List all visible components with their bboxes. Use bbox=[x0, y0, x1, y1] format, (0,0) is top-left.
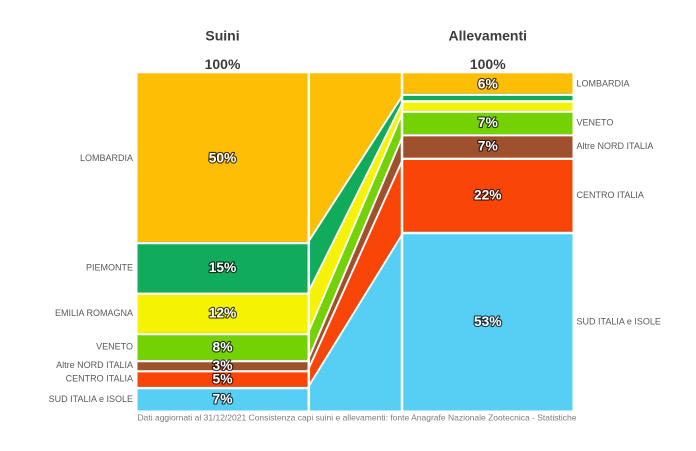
svg-text:5%: 5% bbox=[213, 371, 233, 386]
svg-text:12%: 12% bbox=[209, 306, 237, 321]
svg-text:SUD ITALIA e ISOLE: SUD ITALIA e ISOLE bbox=[49, 394, 133, 404]
svg-text:8%: 8% bbox=[213, 339, 233, 354]
svg-text:Altre NORD ITALIA: Altre NORD ITALIA bbox=[577, 141, 654, 151]
svg-text:7%: 7% bbox=[213, 392, 233, 407]
svg-text:Dati aggiornati al 31/12/2021: Dati aggiornati al 31/12/2021 Consistenz… bbox=[138, 413, 577, 423]
svg-text:100%: 100% bbox=[470, 56, 506, 72]
svg-text:7%: 7% bbox=[478, 139, 498, 154]
svg-text:7%: 7% bbox=[478, 115, 498, 130]
svg-text:CENTRO ITALIA: CENTRO ITALIA bbox=[577, 190, 644, 200]
svg-text:53%: 53% bbox=[474, 314, 502, 329]
svg-text:LOMBARDIA: LOMBARDIA bbox=[577, 79, 630, 89]
svg-text:6%: 6% bbox=[478, 76, 498, 91]
svg-text:22%: 22% bbox=[474, 188, 502, 203]
svg-text:EMILIA ROMAGNA: EMILIA ROMAGNA bbox=[55, 308, 133, 318]
svg-text:15%: 15% bbox=[209, 260, 237, 275]
svg-text:VENETO: VENETO bbox=[96, 342, 133, 352]
svg-text:50%: 50% bbox=[209, 151, 237, 166]
svg-text:Suini: Suini bbox=[205, 28, 239, 44]
svg-text:3%: 3% bbox=[213, 358, 233, 373]
svg-text:Allevamenti: Allevamenti bbox=[448, 28, 527, 44]
svg-text:Altre NORD ITALIA: Altre NORD ITALIA bbox=[56, 360, 133, 370]
svg-text:VENETO: VENETO bbox=[577, 117, 614, 127]
svg-text:LOMBARDIA: LOMBARDIA bbox=[80, 153, 133, 163]
svg-text:SUD ITALIA e ISOLE: SUD ITALIA e ISOLE bbox=[577, 316, 661, 326]
svg-text:PIEMONTE: PIEMONTE bbox=[86, 262, 133, 272]
svg-text:CENTRO ITALIA: CENTRO ITALIA bbox=[66, 374, 133, 384]
svg-text:100%: 100% bbox=[205, 56, 241, 72]
